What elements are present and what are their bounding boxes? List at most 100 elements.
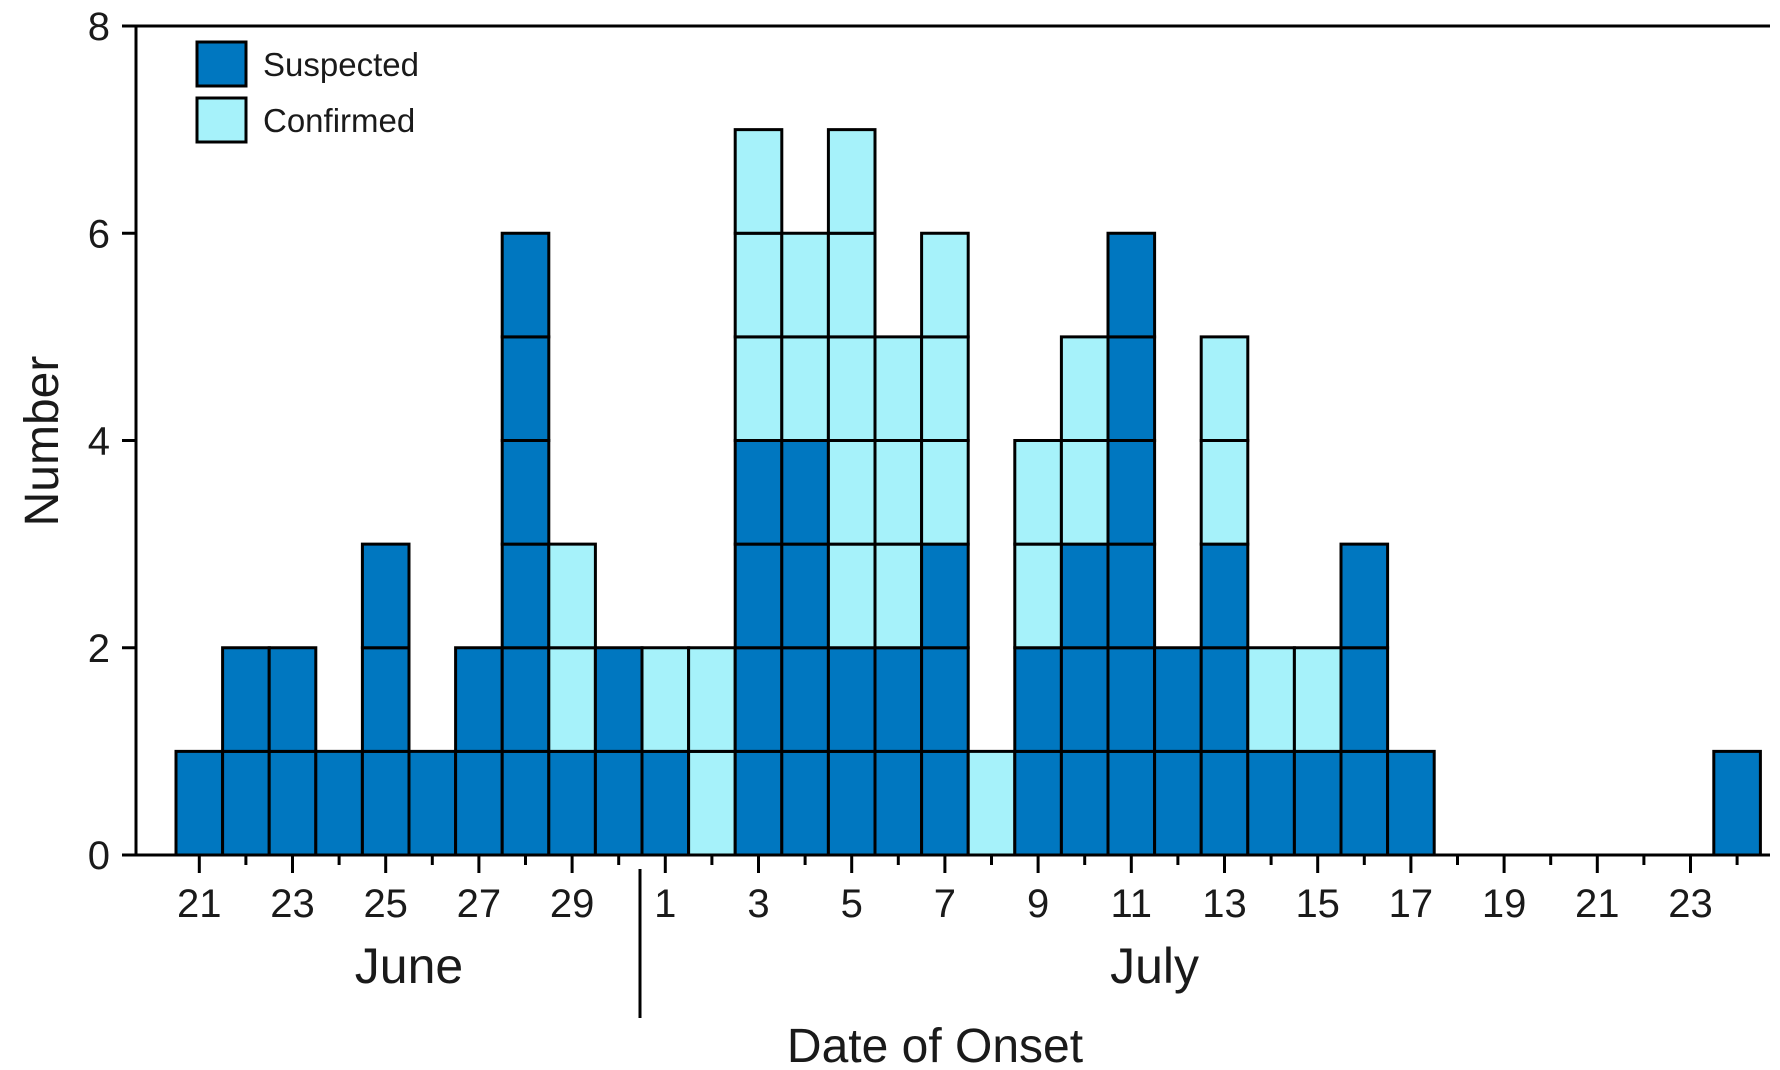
bar-segment-suspected [1199, 542, 1250, 650]
bar-segment-confirmed [687, 749, 737, 857]
bar-segment-suspected [1013, 749, 1063, 857]
bar-segment-confirmed [733, 231, 784, 339]
bar-segment-confirmed [1013, 542, 1063, 650]
bar-segment-confirmed [547, 646, 597, 753]
bar-segment-confirmed [547, 542, 597, 650]
bar-segment-suspected [454, 749, 504, 857]
x-tick-label: 17 [1389, 882, 1434, 926]
bar-segment-confirmed [826, 231, 877, 339]
bar-segment-confirmed [873, 335, 924, 442]
bar-segment-confirmed [780, 335, 830, 442]
bar-segment-confirmed [920, 439, 970, 546]
bar-segment-suspected [314, 749, 364, 857]
bar-segment-suspected [1106, 335, 1157, 442]
bar-segment-confirmed [1199, 439, 1250, 546]
y-tick-label: 0 [88, 834, 110, 878]
bar-segment-suspected [1199, 646, 1250, 753]
legend-label-suspected: Suspected [263, 46, 419, 83]
x-tick-label: 11 [1111, 882, 1153, 926]
bar-segment-suspected [500, 335, 551, 442]
bar-segment-suspected [1106, 646, 1157, 753]
bar-segment-suspected [640, 749, 691, 857]
legend-swatch-confirmed [195, 96, 248, 144]
bar-segment-suspected [267, 646, 318, 753]
bar-segment-suspected [500, 542, 551, 650]
bar-segment-suspected [360, 749, 411, 857]
bar-segment-suspected [873, 749, 924, 857]
bar-segment-confirmed [1059, 439, 1110, 546]
bar-segment-suspected [1292, 749, 1343, 857]
bar-segment-suspected [1386, 749, 1436, 857]
bar-segment-suspected [593, 749, 644, 857]
bar-segment-suspected [1199, 749, 1250, 857]
bar-segment-suspected [826, 749, 877, 857]
bar-segment-suspected [780, 646, 830, 753]
bar-segment-suspected [174, 749, 225, 857]
bar-segment-suspected [1059, 646, 1110, 753]
x-tick-label: 21 [177, 882, 222, 926]
bar-segment-suspected [454, 646, 504, 753]
x-tick-label: 13 [1202, 882, 1247, 926]
bar-segment-suspected [360, 646, 411, 753]
x-tick-label: 21 [1575, 882, 1620, 926]
bar-segment-suspected [267, 749, 318, 857]
bar-segment-confirmed [733, 335, 784, 442]
bar-segment-suspected [221, 749, 271, 857]
bar-segment-suspected [920, 542, 970, 650]
x-tick-label: 15 [1295, 882, 1340, 926]
bar-segment-confirmed [687, 646, 737, 753]
bar-segment-suspected [733, 542, 784, 650]
bar-segment-suspected [1106, 231, 1157, 339]
x-tick-label: 27 [457, 882, 502, 926]
bar-segment-suspected [593, 646, 644, 753]
bar-segment-suspected [1339, 646, 1390, 753]
bar-segment-suspected [1059, 749, 1110, 857]
legend: Suspected Confirmed [195, 40, 419, 144]
bar-segment-suspected [780, 749, 830, 857]
bar-segment-suspected [360, 542, 411, 650]
bar-segment-confirmed [826, 542, 877, 650]
x-tick-label: 1 [654, 882, 676, 926]
bar-segment-suspected [221, 646, 271, 753]
bar-segment-suspected [920, 749, 970, 857]
bar-segment-confirmed [640, 646, 691, 753]
bar-segment-confirmed [966, 749, 1017, 857]
bar-segment-suspected [1013, 646, 1063, 753]
bar-segment-suspected [1339, 542, 1390, 650]
x-tick-label: 25 [363, 882, 408, 926]
bar-segment-confirmed [1199, 335, 1250, 442]
bar-segment-suspected [500, 749, 551, 857]
bar-segment-suspected [733, 646, 784, 753]
bar-segment-suspected [1106, 542, 1157, 650]
bar-segment-confirmed [826, 335, 877, 442]
bar-segment-suspected [1153, 749, 1203, 857]
bar-segment-suspected [873, 646, 924, 753]
bar-segment-confirmed [780, 231, 830, 339]
x-tick-label: 23 [270, 882, 315, 926]
x-tick-label: 29 [550, 882, 595, 926]
y-axis: 0 2 4 6 8 [88, 5, 138, 878]
bars-group [174, 128, 1762, 857]
bar-segment-confirmed [873, 439, 924, 546]
bar-segment-suspected [1059, 542, 1110, 650]
bar-segment-suspected [733, 439, 784, 546]
bar-segment-confirmed [826, 128, 877, 235]
bar-segment-confirmed [920, 231, 970, 339]
bar-segment-suspected [1106, 439, 1157, 546]
bar-segment-suspected [500, 231, 551, 339]
bar-segment-suspected [1246, 749, 1296, 857]
bar-segment-suspected [733, 749, 784, 857]
x-tick-label: 5 [841, 882, 863, 926]
bar-segment-suspected [500, 439, 551, 546]
x-tick-label: 3 [747, 882, 769, 926]
bar-segment-suspected [407, 749, 458, 857]
bar-segment-confirmed [1292, 646, 1343, 753]
bar-segment-suspected [1339, 749, 1390, 857]
month-label-july: July [1110, 938, 1199, 994]
bar-segment-confirmed [920, 335, 970, 442]
legend-swatch-suspected [195, 40, 248, 88]
y-axis-title: Number [16, 356, 69, 527]
bar-segment-confirmed [733, 128, 784, 235]
bar-segment-confirmed [1246, 646, 1296, 753]
